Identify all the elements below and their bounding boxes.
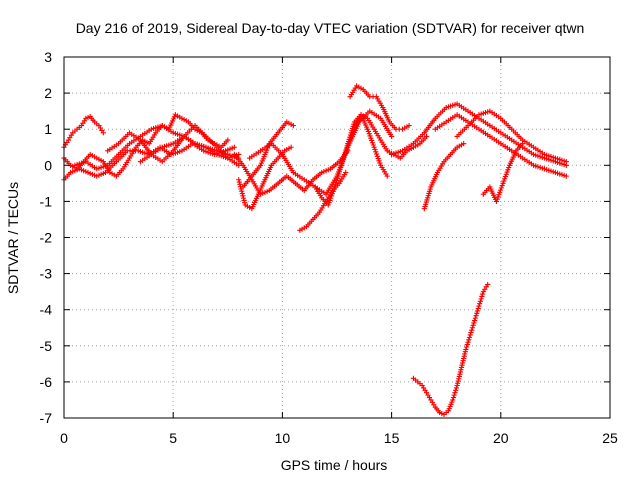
y-tick-label: 3	[44, 49, 52, 65]
data-point	[466, 337, 472, 343]
data-point	[469, 327, 475, 333]
data-point	[384, 173, 390, 179]
x-tick-label: 5	[169, 430, 177, 446]
data-point	[563, 159, 569, 165]
data-point	[239, 188, 245, 194]
data-point	[465, 339, 471, 345]
x-tick-label: 20	[493, 430, 509, 446]
data-point	[474, 310, 480, 316]
series-pass-t	[410, 281, 491, 417]
y-axis-label: SDTVAR / TECUs	[5, 182, 21, 294]
data-point	[453, 385, 459, 391]
data-point	[475, 305, 481, 312]
series-pass-o	[389, 101, 569, 168]
data-point	[100, 130, 106, 136]
x-tick-label: 25	[602, 430, 618, 446]
data-point	[466, 334, 473, 340]
data-point	[471, 320, 477, 326]
data-point	[563, 173, 569, 179]
data-point	[452, 390, 458, 396]
data-point	[477, 298, 484, 304]
data-point	[237, 181, 243, 187]
data-point	[476, 303, 482, 309]
series-pass-h	[236, 144, 294, 212]
data-point	[471, 317, 478, 324]
data-point	[343, 169, 349, 176]
data-point	[472, 315, 478, 321]
data-point	[240, 195, 247, 201]
series-pass-s	[480, 141, 526, 204]
data-point	[480, 291, 486, 297]
y-tick-label: -7	[40, 410, 53, 426]
y-tick-label: -6	[40, 374, 53, 390]
data-point	[453, 387, 459, 393]
y-tick-label: 1	[44, 121, 52, 137]
series-pass-n	[347, 83, 412, 132]
axis-ticks	[63, 56, 611, 419]
data-point	[485, 281, 491, 288]
x-tick-labels: 0 5 10 15 20 25	[60, 430, 618, 446]
data-point	[467, 332, 473, 338]
data-point	[463, 346, 469, 353]
data-point	[464, 341, 470, 348]
data-point	[423, 133, 430, 140]
data-point	[236, 177, 242, 183]
x-tick-label: 15	[384, 430, 400, 446]
data-point	[451, 392, 457, 398]
data-point	[470, 322, 476, 328]
data-point	[474, 308, 481, 314]
data-point	[406, 122, 412, 129]
data-point	[463, 344, 470, 350]
grid	[64, 57, 610, 418]
x-axis-label: GPS time / hours	[281, 457, 388, 473]
data-point	[225, 137, 231, 143]
data-point	[239, 190, 245, 197]
data-point	[479, 293, 485, 300]
data-point	[231, 144, 237, 150]
y-tick-label: 2	[44, 85, 52, 101]
y-tick-label: -2	[40, 230, 53, 246]
data-point	[469, 325, 476, 331]
data-point	[389, 133, 395, 140]
data-point	[520, 141, 526, 147]
data-point	[236, 179, 242, 185]
data-point	[242, 200, 248, 206]
y-tick-label: -1	[40, 193, 53, 209]
series-pass-g	[231, 148, 351, 197]
data-point	[478, 296, 484, 302]
data-point	[240, 193, 246, 199]
data-point	[468, 329, 474, 336]
data-point	[290, 122, 296, 129]
data-point	[236, 162, 242, 168]
x-tick-label: 0	[60, 430, 68, 446]
data-point	[288, 144, 294, 150]
data-point	[241, 197, 247, 204]
y-tick-label: 0	[44, 157, 52, 173]
y-tick-label: -5	[40, 338, 53, 354]
data-points	[61, 83, 569, 417]
data-point	[473, 313, 479, 319]
x-tick-label: 10	[275, 430, 291, 446]
y-tick-label: -3	[40, 266, 53, 282]
series-pass-j	[240, 119, 296, 190]
series-pass-r	[454, 108, 569, 165]
y-tick-labels: -7 -6 -5 -4 -3 -2 -1 0 1 2 3	[40, 49, 53, 426]
series-pass-p	[421, 141, 467, 212]
series-pass-q	[432, 112, 569, 179]
y-tick-label: -4	[40, 302, 53, 318]
series-pass-b	[61, 113, 106, 150]
data-point	[450, 397, 456, 403]
data-point	[461, 141, 467, 147]
chart-title: Day 216 of 2019, Sidereal Day-to-day VTE…	[76, 20, 585, 36]
data-point	[450, 394, 457, 401]
series-pass-i	[247, 108, 395, 197]
data-point	[477, 301, 483, 307]
